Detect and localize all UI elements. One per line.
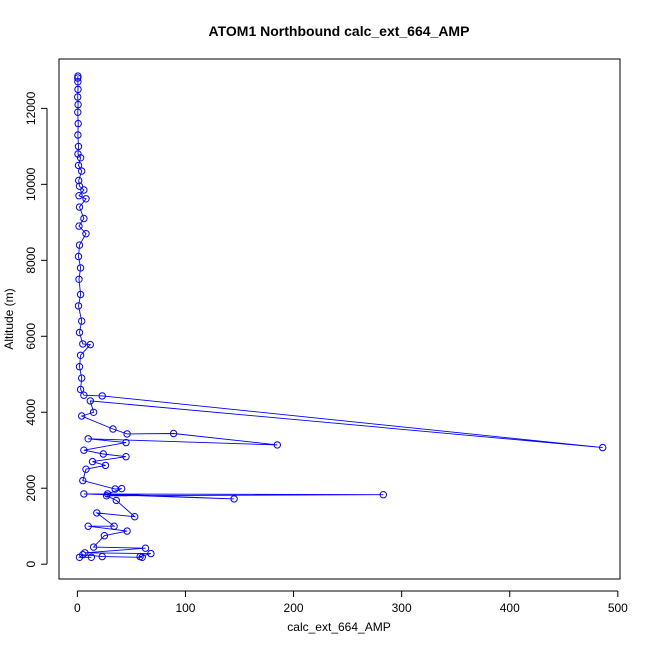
data-point — [80, 214, 88, 223]
data-point — [74, 252, 83, 261]
data-point — [98, 552, 106, 561]
data-point — [78, 374, 86, 382]
data-point — [76, 385, 85, 394]
y-tick-label: 0 — [24, 561, 38, 568]
x-tick-label: 300 — [392, 601, 412, 615]
data-point — [74, 161, 83, 170]
data-point — [78, 317, 86, 325]
data-point — [98, 392, 106, 400]
x-axis: 0 100 200 300 400 500 — [74, 590, 628, 615]
y-tick-label: 6000 — [24, 323, 38, 350]
x-tick-label: 500 — [608, 601, 628, 615]
data-point — [88, 457, 97, 466]
data-point — [75, 363, 84, 371]
data-point — [74, 100, 82, 109]
data-point — [112, 496, 121, 505]
y-tick-label: 10000 — [24, 167, 38, 201]
data-point — [74, 85, 82, 94]
data-point — [80, 446, 88, 454]
data-point — [84, 522, 92, 530]
data-point — [76, 154, 85, 162]
y-tick-label: 12000 — [24, 91, 38, 125]
y-tick-label: 2000 — [24, 475, 38, 502]
data-point — [141, 544, 150, 552]
data-point — [74, 93, 82, 101]
x-tick-label: 0 — [74, 601, 81, 615]
chart-title: ATOM1 Northbound calc_ext_664_AMP — [209, 23, 470, 39]
data-point — [131, 513, 139, 521]
data-point — [379, 491, 387, 499]
data-point — [78, 412, 86, 420]
data-point — [89, 543, 98, 551]
data-point — [109, 425, 117, 433]
data-point — [86, 340, 95, 349]
plot-frame — [58, 58, 621, 580]
data-point — [74, 150, 82, 158]
data-point — [76, 264, 85, 272]
x-tick-label: 200 — [284, 601, 304, 615]
x-tick-label: 400 — [500, 601, 520, 615]
data-point — [74, 119, 82, 128]
data-point — [99, 450, 108, 458]
data-point — [75, 203, 84, 211]
data-point — [102, 492, 111, 500]
data-point — [82, 195, 90, 203]
data-point — [74, 78, 82, 86]
data-point — [74, 74, 82, 82]
data-point — [93, 509, 101, 517]
data-point — [80, 391, 88, 399]
data-point — [122, 453, 130, 461]
data-point — [75, 182, 84, 190]
data-point — [123, 430, 131, 438]
data-point — [75, 176, 83, 185]
x-tick-label: 100 — [175, 601, 195, 615]
data-point — [110, 522, 118, 530]
data-point — [230, 495, 238, 503]
data-point — [75, 241, 84, 249]
data-point — [75, 192, 83, 200]
data-point — [74, 108, 82, 116]
data-point — [82, 465, 90, 473]
data-point — [78, 167, 86, 175]
data-point — [75, 553, 84, 561]
data-point — [76, 351, 85, 359]
data-point — [74, 302, 83, 310]
data-point — [273, 441, 281, 449]
data-point — [118, 484, 126, 493]
data-point — [100, 532, 109, 540]
series-line — [77, 76, 603, 558]
data-point — [75, 222, 83, 230]
data-point — [101, 461, 110, 470]
data-point — [84, 435, 92, 443]
x-axis-label: calc_ext_664_AMP — [287, 620, 390, 634]
data-point — [169, 429, 178, 438]
data-point — [80, 490, 88, 498]
y-axis-label: Altitude (m) — [2, 288, 16, 349]
series-layer — [74, 72, 607, 561]
y-axis: 0 2000 4000 6000 8000 10000 12000 — [24, 91, 48, 568]
data-point — [123, 527, 131, 535]
data-point — [81, 549, 89, 557]
data-point — [74, 131, 82, 139]
data-point — [138, 553, 146, 561]
data-point — [75, 275, 83, 283]
data-point — [89, 408, 98, 416]
data-point — [79, 340, 87, 348]
data-point — [122, 438, 130, 447]
data-point — [75, 328, 84, 337]
data-point — [86, 397, 95, 405]
data-point — [76, 290, 85, 299]
data-point — [74, 142, 83, 151]
data-point — [79, 476, 87, 485]
data-point — [599, 443, 607, 452]
y-tick-label: 4000 — [24, 399, 38, 426]
data-point — [82, 230, 90, 238]
data-point — [80, 186, 88, 194]
data-point — [87, 553, 96, 561]
y-tick-label: 8000 — [24, 247, 38, 274]
data-point — [147, 549, 155, 558]
